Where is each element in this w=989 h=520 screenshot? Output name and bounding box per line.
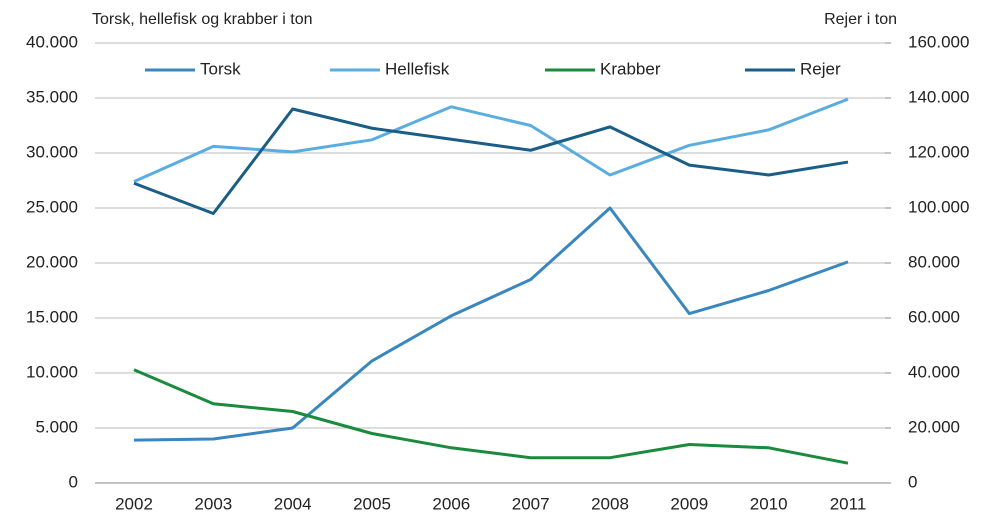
- y-tick-label: 0: [69, 472, 78, 491]
- series-line: [133, 368, 849, 465]
- y-tick-label: 25.000: [26, 197, 78, 216]
- series-line: [133, 97, 849, 183]
- y-tick-label: 5.000: [35, 417, 78, 436]
- legend-label: Hellefisk: [385, 59, 450, 78]
- x-tick-label: 2011: [830, 494, 867, 513]
- series-line: [133, 107, 849, 215]
- y2-tick-label: 40.000: [908, 362, 960, 381]
- y2-tick-label: 100.000: [908, 197, 969, 216]
- legend-label: Rejer: [800, 59, 841, 78]
- legend-label: Torsk: [200, 59, 241, 78]
- y-tick-label: 15.000: [26, 307, 78, 326]
- y2-tick-label: 80.000: [908, 252, 960, 271]
- x-tick-label: 2006: [432, 494, 470, 513]
- x-tick-label: 2009: [670, 494, 708, 513]
- series-line: [133, 206, 849, 442]
- y-tick-label: 40.000: [26, 32, 78, 51]
- y-tick-label: 20.000: [26, 252, 78, 271]
- y2-axis-label: Rejer i ton: [824, 11, 897, 28]
- x-tick-label: 2004: [274, 494, 312, 513]
- y-tick-label: 35.000: [26, 87, 78, 106]
- x-tick-label: 2007: [512, 494, 550, 513]
- y2-tick-label: 160.000: [908, 32, 969, 51]
- y2-tick-label: 20.000: [908, 417, 960, 436]
- y-tick-label: 10.000: [26, 362, 78, 381]
- y-tick-label: 30.000: [26, 142, 78, 161]
- x-tick-label: 2002: [115, 494, 153, 513]
- legend-label: Krabber: [600, 59, 661, 78]
- y2-tick-label: 120.000: [908, 142, 969, 161]
- y2-tick-label: 140.000: [908, 87, 969, 106]
- y2-tick-label: 60.000: [908, 307, 960, 326]
- y-axis-label: Torsk, hellefisk og krabber i ton: [92, 11, 313, 28]
- x-tick-label: 2003: [194, 494, 232, 513]
- x-tick-label: 2010: [750, 494, 788, 513]
- x-tick-label: 2008: [591, 494, 629, 513]
- y2-tick-label: 0: [908, 472, 917, 491]
- x-tick-label: 2005: [353, 494, 391, 513]
